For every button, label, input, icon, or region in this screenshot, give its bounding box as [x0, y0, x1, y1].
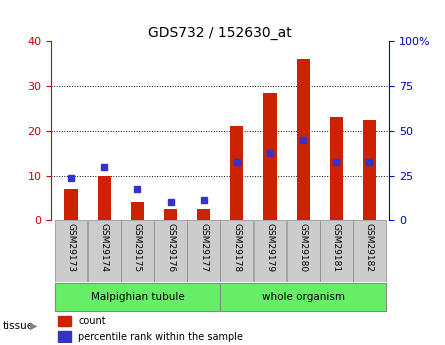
Bar	[230, 126, 243, 220]
Bar	[65, 189, 78, 220]
Bar	[320, 220, 353, 282]
Text: GSM29178: GSM29178	[232, 223, 241, 273]
Bar	[220, 220, 253, 282]
Bar	[121, 220, 154, 282]
Bar	[353, 220, 386, 282]
Bar	[330, 117, 343, 220]
Text: ▶: ▶	[30, 321, 38, 331]
Bar	[197, 209, 210, 220]
Text: GSM29177: GSM29177	[199, 223, 208, 273]
Bar	[154, 220, 187, 282]
Text: GSM29176: GSM29176	[166, 223, 175, 273]
Bar	[58, 316, 72, 326]
Text: tissue: tissue	[2, 321, 33, 331]
Bar	[263, 93, 277, 220]
Bar	[58, 331, 72, 342]
Bar	[131, 203, 144, 220]
Bar	[287, 220, 320, 282]
Text: GSM29174: GSM29174	[100, 223, 109, 272]
Bar	[97, 176, 111, 220]
Bar	[164, 209, 177, 220]
Bar	[220, 283, 386, 311]
Text: count: count	[78, 316, 106, 326]
Bar	[296, 59, 310, 220]
Text: Malpighian tubule: Malpighian tubule	[90, 292, 184, 302]
Bar	[55, 220, 88, 282]
Bar	[363, 120, 376, 220]
Text: GSM29175: GSM29175	[133, 223, 142, 273]
Text: whole organism: whole organism	[262, 292, 345, 302]
Text: GSM29180: GSM29180	[299, 223, 307, 273]
Text: GSM29179: GSM29179	[266, 223, 275, 273]
Text: GSM29173: GSM29173	[67, 223, 76, 273]
Text: percentile rank within the sample: percentile rank within the sample	[78, 332, 243, 342]
Bar	[254, 220, 287, 282]
Title: GDS732 / 152630_at: GDS732 / 152630_at	[148, 26, 292, 40]
Text: GSM29182: GSM29182	[365, 223, 374, 272]
Text: GSM29181: GSM29181	[332, 223, 341, 273]
Bar	[187, 220, 220, 282]
Bar	[88, 220, 121, 282]
Bar	[55, 283, 220, 311]
